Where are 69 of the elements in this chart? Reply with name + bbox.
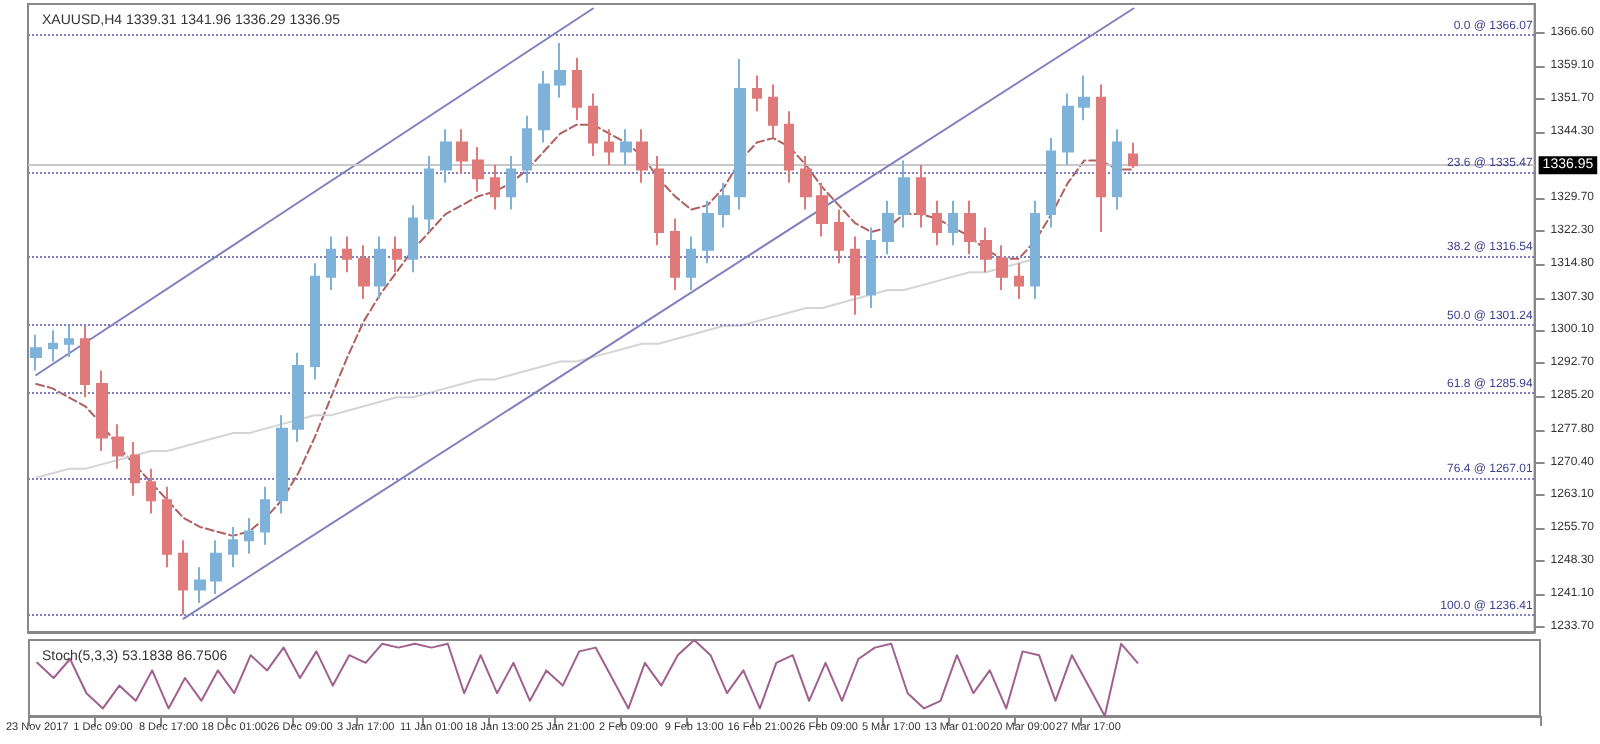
candlestick	[834, 208, 844, 265]
candlestick	[620, 128, 632, 166]
candlestick	[112, 423, 124, 470]
candlestick	[588, 92, 598, 157]
candlestick	[816, 181, 828, 238]
candlestick	[194, 566, 206, 604]
candlestick	[456, 128, 468, 175]
candlestick	[424, 154, 434, 233]
candlestick	[752, 74, 762, 113]
candlestick	[228, 525, 238, 569]
candlestick	[440, 128, 452, 184]
candlestick	[1046, 137, 1056, 229]
candlestick	[162, 485, 172, 569]
candlestick	[490, 163, 500, 211]
candlestick	[718, 181, 730, 229]
candlestick	[554, 41, 566, 99]
candlestick	[1014, 262, 1024, 300]
candlestick	[130, 441, 140, 497]
candlestick	[358, 244, 370, 300]
candlestick	[882, 199, 894, 256]
candlestick	[948, 199, 958, 247]
candlestick	[800, 154, 812, 211]
candlestick	[686, 235, 696, 292]
candlestick	[522, 114, 532, 184]
candlestick	[538, 70, 550, 144]
candlestick	[768, 83, 778, 140]
candlestick	[392, 235, 402, 274]
candlestick	[898, 159, 910, 229]
candlestick	[276, 414, 288, 515]
candlestick	[670, 217, 680, 292]
candlestick	[636, 128, 648, 184]
candlestick	[408, 204, 418, 274]
candlestick	[326, 235, 336, 292]
candlestick	[702, 199, 714, 265]
candlestick	[48, 329, 58, 363]
candlestick	[210, 539, 222, 596]
candlestick	[260, 485, 270, 546]
candlestick	[1128, 141, 1138, 170]
candlestick	[1096, 83, 1106, 233]
candlestick	[996, 244, 1008, 292]
candlestick	[572, 56, 582, 122]
candlestick	[916, 163, 926, 229]
candlestick	[244, 517, 254, 555]
candlestick	[96, 369, 108, 452]
candlestick	[932, 199, 942, 247]
candlestick	[784, 110, 794, 184]
candlestick	[64, 324, 74, 359]
candlestick	[178, 539, 188, 616]
candlestick	[506, 154, 516, 211]
candlestick	[1112, 128, 1122, 211]
line-series	[35, 123, 1135, 537]
candlestick	[374, 235, 386, 300]
candlestick	[310, 262, 320, 381]
candlestick	[342, 235, 352, 274]
candlestick	[604, 128, 614, 166]
candlestick	[850, 235, 860, 316]
candlestick	[1030, 199, 1040, 300]
candlestick	[80, 324, 90, 399]
candlestick	[292, 351, 304, 444]
candlestick	[146, 467, 156, 515]
candlestick	[654, 154, 664, 247]
candlestick	[30, 333, 42, 372]
candlestick	[1078, 74, 1090, 122]
candlestick	[472, 146, 484, 193]
candlestick	[866, 226, 876, 309]
candlestick	[964, 199, 976, 256]
candlestick	[1062, 92, 1074, 166]
candlestick	[734, 57, 746, 211]
candlestick	[980, 226, 992, 274]
